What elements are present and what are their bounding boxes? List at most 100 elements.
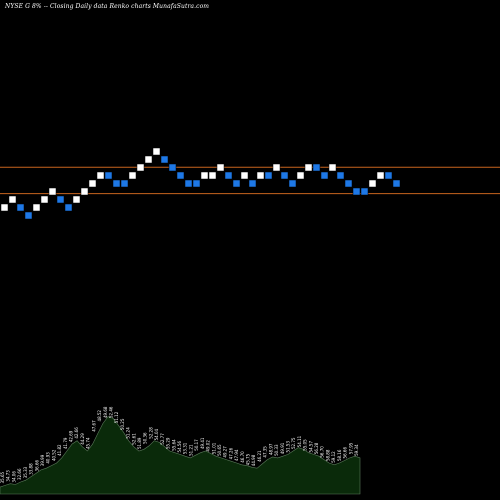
- volume-label: 59.34: [354, 444, 359, 456]
- volume-label: 54.57: [308, 441, 313, 453]
- volume-label: 52.75: [291, 437, 296, 449]
- volume-label: 41.82: [57, 444, 62, 456]
- volume-label: 50.65: [217, 444, 222, 456]
- volume-label: 45.75: [246, 453, 251, 465]
- volume-label: 48.52: [97, 410, 102, 422]
- renko-brick-down: [176, 171, 185, 180]
- volume-label: 50.17: [194, 439, 199, 451]
- volume-label: 34.06: [11, 471, 16, 483]
- renko-brick-down: [168, 163, 177, 172]
- volume-label: 54.04: [154, 428, 159, 440]
- volume-label: 46.21: [257, 450, 262, 462]
- renko-brick-up: [304, 163, 313, 172]
- volume-label: 58.88: [325, 449, 330, 461]
- renko-brick-up: [152, 147, 161, 156]
- renko-brick-up: [136, 163, 145, 172]
- volume-label: 52.46: [108, 406, 113, 418]
- volume-label: 54.56: [177, 441, 182, 453]
- volume-label: 59.12: [331, 451, 336, 463]
- renko-brick-up: [216, 163, 225, 172]
- volume-label: 39.99: [40, 454, 45, 466]
- renko-brick-down: [288, 179, 297, 188]
- renko-brick-down: [392, 179, 401, 188]
- renko-brick-down: [360, 187, 369, 196]
- volume-label: 47.26: [228, 447, 233, 459]
- renko-brick-up: [328, 163, 337, 172]
- chart-title: NYSE G 8% -- Closing Daily data Renko ch…: [5, 3, 210, 10]
- volume-label: 52.28: [148, 427, 153, 439]
- renko-brick-down: [248, 179, 257, 188]
- renko-brick-down: [336, 171, 345, 180]
- volume-area: [0, 416, 361, 495]
- renko-brick-up: [376, 171, 385, 180]
- volume-label: 42.66: [74, 427, 79, 439]
- renko-brick-down: [16, 203, 25, 212]
- renko-brick-up: [368, 179, 377, 188]
- volume-label: 51.53: [285, 441, 290, 453]
- volume-label: 55.64: [171, 439, 176, 451]
- renko-brick-down: [224, 171, 233, 180]
- renko-brick-down: [320, 171, 329, 180]
- volume-label: 35.33: [23, 466, 28, 478]
- volume-label: 49.41: [200, 437, 205, 449]
- volume-label: 50.33: [274, 444, 279, 456]
- renko-brick-up: [240, 171, 249, 180]
- renko-brick-up: [96, 171, 105, 180]
- volume-label: 51.01: [211, 442, 216, 454]
- volume-label: 52.77: [160, 433, 165, 445]
- renko-brick-up: [200, 171, 209, 180]
- volume-label: 56.66: [343, 447, 348, 459]
- volume-label: 51.21: [188, 444, 193, 456]
- volume-label: 41.79: [63, 437, 68, 449]
- renko-brick-down: [264, 171, 273, 180]
- volume-label: 58.16: [337, 449, 342, 461]
- renko-brick-down: [64, 203, 73, 212]
- volume-label: 44.29: [80, 433, 85, 445]
- volume-label: 32.66: [17, 468, 22, 480]
- volume-label: 34.73: [6, 470, 11, 482]
- renko-brick-up: [48, 187, 57, 196]
- renko-brick-up: [40, 195, 49, 204]
- renko-brick-down: [280, 171, 289, 180]
- volume-label: 49.02: [206, 440, 211, 452]
- volume-label: 54.11: [297, 435, 302, 447]
- volume-label: 45.74: [86, 437, 91, 449]
- renko-brick-up: [272, 163, 281, 172]
- renko-brick-down: [384, 171, 393, 180]
- renko-brick-up: [0, 203, 9, 212]
- renko-brick-up: [256, 171, 265, 180]
- renko-brick-up: [208, 171, 217, 180]
- renko-brick-down: [56, 195, 65, 204]
- volume-label: 57.95: [348, 442, 353, 454]
- renko-brick-down: [344, 179, 353, 188]
- volume-label: 47.35: [263, 446, 268, 458]
- volume-label: 50.36: [143, 432, 148, 444]
- renko-brick-up: [80, 187, 89, 196]
- volume-label: 47.67: [91, 420, 96, 432]
- volume-label: 48.97: [268, 443, 273, 455]
- volume-label: 44.98: [251, 454, 256, 466]
- renko-brick-down: [312, 163, 321, 172]
- volume-label: 51.24: [126, 427, 131, 439]
- renko-brick-up: [8, 195, 17, 204]
- renko-brick-up: [128, 171, 137, 180]
- renko-brick-down: [192, 179, 201, 188]
- volume-label: 49.27: [223, 446, 228, 458]
- volume-label: 55.29: [166, 437, 171, 449]
- volume-labels: 35.65 34.73 34.06 32.66 35.33 33.88 36.66 39.99…: [0, 406, 359, 483]
- volume-label: 33.88: [29, 463, 34, 475]
- volume-label: 47.94: [234, 449, 239, 461]
- renko-brick-down: [24, 211, 33, 220]
- volume-label: 56.28: [314, 442, 319, 454]
- renko-brick-down: [160, 155, 169, 164]
- renko-brick-up: [296, 171, 305, 180]
- renko-brick-down: [112, 179, 121, 188]
- renko-brick-up: [144, 155, 153, 164]
- volume-label: 40.52: [51, 449, 56, 461]
- volume-label: 46.70: [240, 451, 245, 463]
- volume-label: 51.89: [137, 437, 142, 449]
- volume-label: 51.12: [114, 411, 119, 423]
- renko-bricks: [0, 147, 401, 220]
- renko-brick-up: [88, 179, 97, 188]
